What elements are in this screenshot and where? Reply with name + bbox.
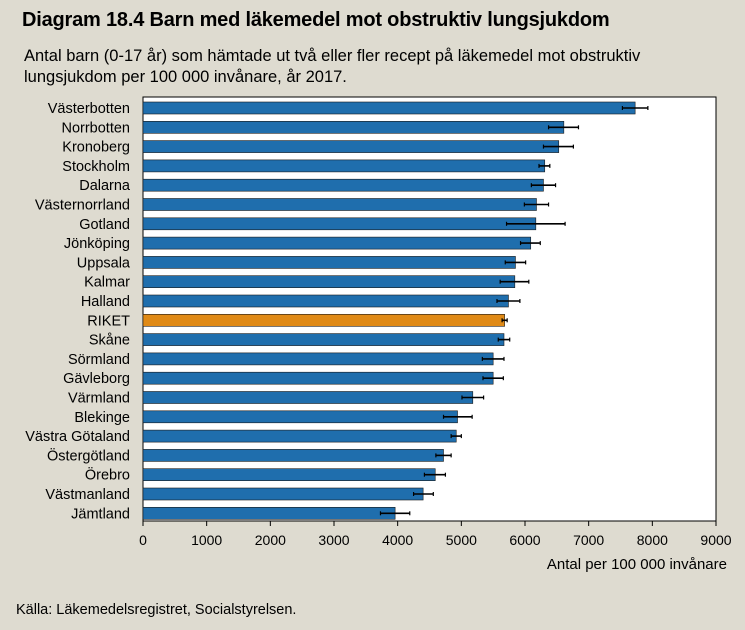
category-label-örebro: Örebro <box>85 466 130 484</box>
bar-blekinge <box>142 410 458 424</box>
category-label-skåne: Skåne <box>89 333 130 349</box>
category-label-uppsala: Uppsala <box>77 255 131 271</box>
category-label-gävleborg: Gävleborg <box>63 371 130 387</box>
x-tick-label: 4000 <box>382 532 413 548</box>
x-tick-label: 3000 <box>318 532 349 548</box>
bar-skåne <box>142 333 505 346</box>
x-tick-label: 9000 <box>700 532 731 548</box>
bar-gävleborg <box>142 371 494 385</box>
bar-jämtland <box>142 506 396 520</box>
x-tick-label: 2000 <box>255 532 286 548</box>
bar-västmanland <box>142 487 424 501</box>
bar-värmland <box>142 391 474 404</box>
bar-kronoberg <box>142 140 560 153</box>
x-tick-label: 7000 <box>573 532 604 548</box>
bar-halland <box>142 294 509 308</box>
x-tick-label: 5000 <box>446 532 477 548</box>
bar-riket <box>142 313 505 327</box>
category-label-halland: Halland <box>81 294 130 310</box>
category-label-östergötland: Östergötland <box>47 446 130 464</box>
category-label-gotland: Gotland <box>79 217 130 233</box>
x-tick-label: 6000 <box>509 532 540 548</box>
x-tick-label: 8000 <box>637 532 668 548</box>
category-label-västra-götaland: Västra Götaland <box>25 429 130 445</box>
bar-jönköping <box>142 236 532 250</box>
bar-gotland <box>142 217 537 231</box>
x-tick-label: 1000 <box>191 532 222 548</box>
category-label-stockholm: Stockholm <box>62 159 130 175</box>
bar-norrbotten <box>142 121 565 134</box>
bar-uppsala <box>142 256 516 269</box>
bar-kalmar <box>142 275 516 289</box>
bar-chart: Västerbotten Norrbotten Kronoberg Stockholm… <box>25 96 732 573</box>
bar-västernorrland <box>142 198 537 211</box>
bar-dalarna <box>142 178 544 192</box>
chart-title: Diagram 18.4 Barn med läkemedel mot obst… <box>22 9 610 31</box>
category-label-blekinge: Blekinge <box>74 410 130 426</box>
category-label-västernorrland: Västernorrland <box>35 198 130 214</box>
category-label-dalarna: Dalarna <box>79 178 131 194</box>
category-label-västmanland: Västmanland <box>45 487 130 503</box>
category-label-jönköping: Jönköping <box>64 236 130 252</box>
bar-västerbotten <box>142 101 636 115</box>
category-label-norrbotten: Norrbotten <box>61 120 130 136</box>
category-label-kalmar: Kalmar <box>84 275 130 291</box>
category-label-västerbotten: Västerbotten <box>48 101 130 117</box>
bar-örebro <box>142 468 436 482</box>
bar-sörmland <box>142 352 494 366</box>
category-label-riket: RIKET <box>87 313 130 329</box>
chart-subtitle: Antal barn (0-17 år) som hämtade ut två … <box>24 47 641 86</box>
bar-västra-götaland <box>142 429 457 443</box>
x-axis-label: Antal per 100 000 invånare <box>547 556 727 573</box>
category-label-sörmland: Sörmland <box>68 352 130 368</box>
category-label-värmland: Värmland <box>68 391 130 407</box>
category-label-kronoberg: Kronoberg <box>62 140 130 156</box>
bar-östergötland <box>142 449 444 462</box>
x-tick-label: 0 <box>139 532 147 548</box>
bar-stockholm <box>142 159 546 173</box>
category-label-jämtland: Jämtland <box>71 506 130 522</box>
source-note: Källa: Läkemedelsregistret, Socialstyrel… <box>16 602 297 618</box>
